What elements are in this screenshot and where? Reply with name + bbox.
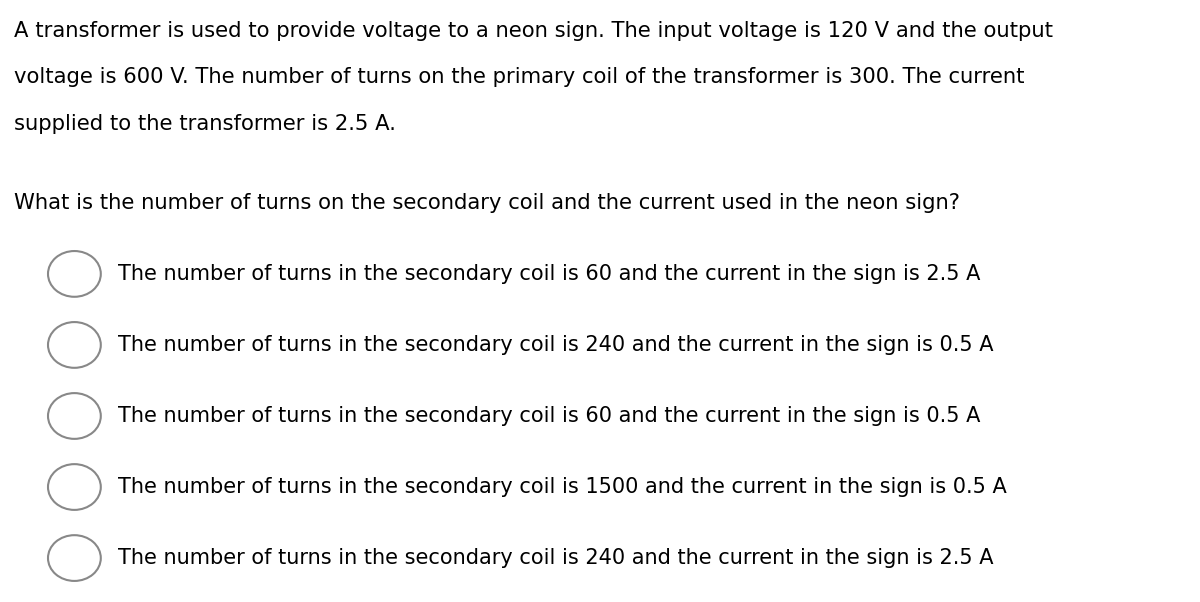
Text: The number of turns in the secondary coil is 60 and the current in the sign is 2: The number of turns in the secondary coi… [118,264,980,284]
Text: A transformer is used to provide voltage to a neon sign. The input voltage is 12: A transformer is used to provide voltage… [14,21,1054,41]
Text: The number of turns in the secondary coil is 240 and the current in the sign is : The number of turns in the secondary coi… [118,335,994,355]
Text: supplied to the transformer is 2.5 A.: supplied to the transformer is 2.5 A. [14,114,396,134]
Text: What is the number of turns on the secondary coil and the current used in the ne: What is the number of turns on the secon… [14,193,960,213]
Text: The number of turns in the secondary coil is 60 and the current in the sign is 0: The number of turns in the secondary coi… [118,406,980,426]
Text: The number of turns in the secondary coil is 240 and the current in the sign is : The number of turns in the secondary coi… [118,548,994,568]
Text: voltage is 600 V. The number of turns on the primary coil of the transformer is : voltage is 600 V. The number of turns on… [14,67,1025,87]
Text: The number of turns in the secondary coil is 1500 and the current in the sign is: The number of turns in the secondary coi… [118,477,1007,497]
